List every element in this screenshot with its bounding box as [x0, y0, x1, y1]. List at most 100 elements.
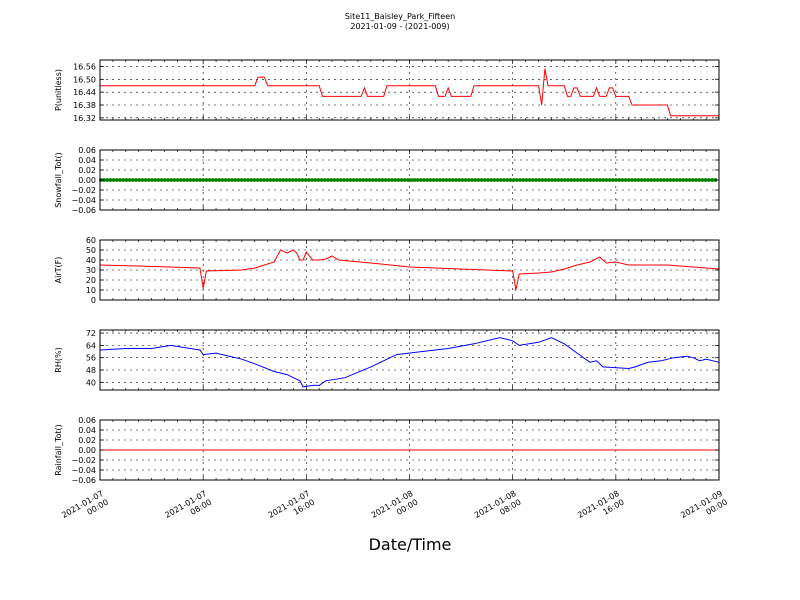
data-point: [572, 178, 577, 182]
data-point: [678, 178, 683, 182]
data-point: [470, 178, 475, 182]
data-point: [553, 178, 558, 182]
data-point: [639, 178, 644, 182]
y-tick-label: 60: [86, 236, 96, 245]
y-tick-label: 40: [86, 378, 96, 387]
data-point: [275, 178, 279, 182]
data-point: [169, 178, 174, 182]
data-point: [585, 178, 590, 182]
data-point: [179, 178, 183, 182]
data-point: [703, 178, 708, 182]
x-axis-label: Date/Time: [369, 535, 452, 554]
y-tick-label: 16.50: [73, 75, 96, 84]
data-point: [691, 178, 695, 182]
data-point: [371, 178, 375, 182]
data-point: [236, 178, 241, 182]
data-point: [499, 178, 503, 182]
data-point: [271, 178, 276, 182]
data-point: [627, 178, 631, 182]
data-point: [534, 178, 539, 182]
data-point: [710, 178, 715, 182]
y-tick-label: −0.02: [71, 456, 96, 465]
y-tick-label: 0.02: [78, 436, 96, 445]
series-line: [100, 68, 719, 117]
data-point: [611, 178, 615, 182]
data-point: [684, 178, 689, 182]
y-tick-label: 56: [86, 354, 96, 363]
data-point: [409, 178, 414, 182]
y-tick-label: 16.32: [73, 114, 96, 123]
data-point: [700, 178, 705, 182]
data-point: [649, 178, 654, 182]
data-point: [153, 178, 158, 182]
data-point: [108, 178, 113, 182]
data-point: [579, 178, 583, 182]
data-point: [415, 178, 420, 182]
data-point: [457, 178, 462, 182]
data-point: [150, 178, 155, 182]
y-tick-label: 48: [86, 366, 96, 375]
y-tick-label: 16.38: [73, 101, 96, 110]
data-point: [195, 178, 199, 182]
chart-title: Site11_Baisley_Park_Fifteen: [344, 12, 456, 21]
data-point: [188, 178, 193, 182]
data-point: [115, 178, 119, 182]
data-point: [249, 178, 254, 182]
data-point: [259, 178, 263, 182]
data-point: [342, 178, 347, 182]
data-point: [537, 178, 542, 182]
data-point: [502, 178, 507, 182]
data-point: [143, 178, 148, 182]
data-point: [291, 178, 295, 182]
data-point: [435, 178, 439, 182]
data-point: [441, 178, 446, 182]
data-point: [127, 178, 132, 182]
data-point: [223, 178, 228, 182]
y-tick-label: 72: [86, 329, 96, 338]
data-point: [211, 178, 215, 182]
data-point: [396, 178, 401, 182]
y-tick-label: 0.02: [78, 166, 96, 175]
data-point: [191, 178, 196, 182]
data-point: [601, 178, 606, 182]
data-point: [473, 178, 478, 182]
y-tick-label: −0.04: [71, 466, 96, 475]
data-point: [451, 178, 455, 182]
data-point: [521, 178, 526, 182]
data-point: [543, 178, 548, 182]
data-point: [687, 178, 692, 182]
data-point: [655, 178, 660, 182]
data-point: [339, 178, 343, 182]
data-point: [479, 178, 484, 182]
data-point: [233, 178, 238, 182]
data-point: [345, 178, 350, 182]
data-point: [131, 178, 135, 182]
data-point: [367, 178, 372, 182]
y-tick-label: −0.06: [71, 206, 96, 215]
series-line: [99, 249, 720, 291]
data-point: [319, 178, 324, 182]
data-point: [617, 178, 622, 182]
data-point: [268, 178, 273, 182]
data-point: [265, 178, 270, 182]
data-point: [582, 178, 587, 182]
data-point: [185, 178, 190, 182]
data-point: [393, 178, 398, 182]
data-point: [124, 178, 129, 182]
data-point: [483, 178, 487, 182]
data-point: [620, 178, 625, 182]
data-point: [671, 178, 676, 182]
data-point: [476, 178, 481, 182]
y-tick-label: 16.44: [73, 88, 96, 97]
data-point: [278, 178, 283, 182]
y-tick-label: 0.00: [78, 176, 96, 185]
y-axis-label: Snowfall_Tot(): [54, 152, 63, 208]
data-point: [172, 178, 177, 182]
data-point: [217, 178, 222, 182]
data-point: [524, 178, 529, 182]
